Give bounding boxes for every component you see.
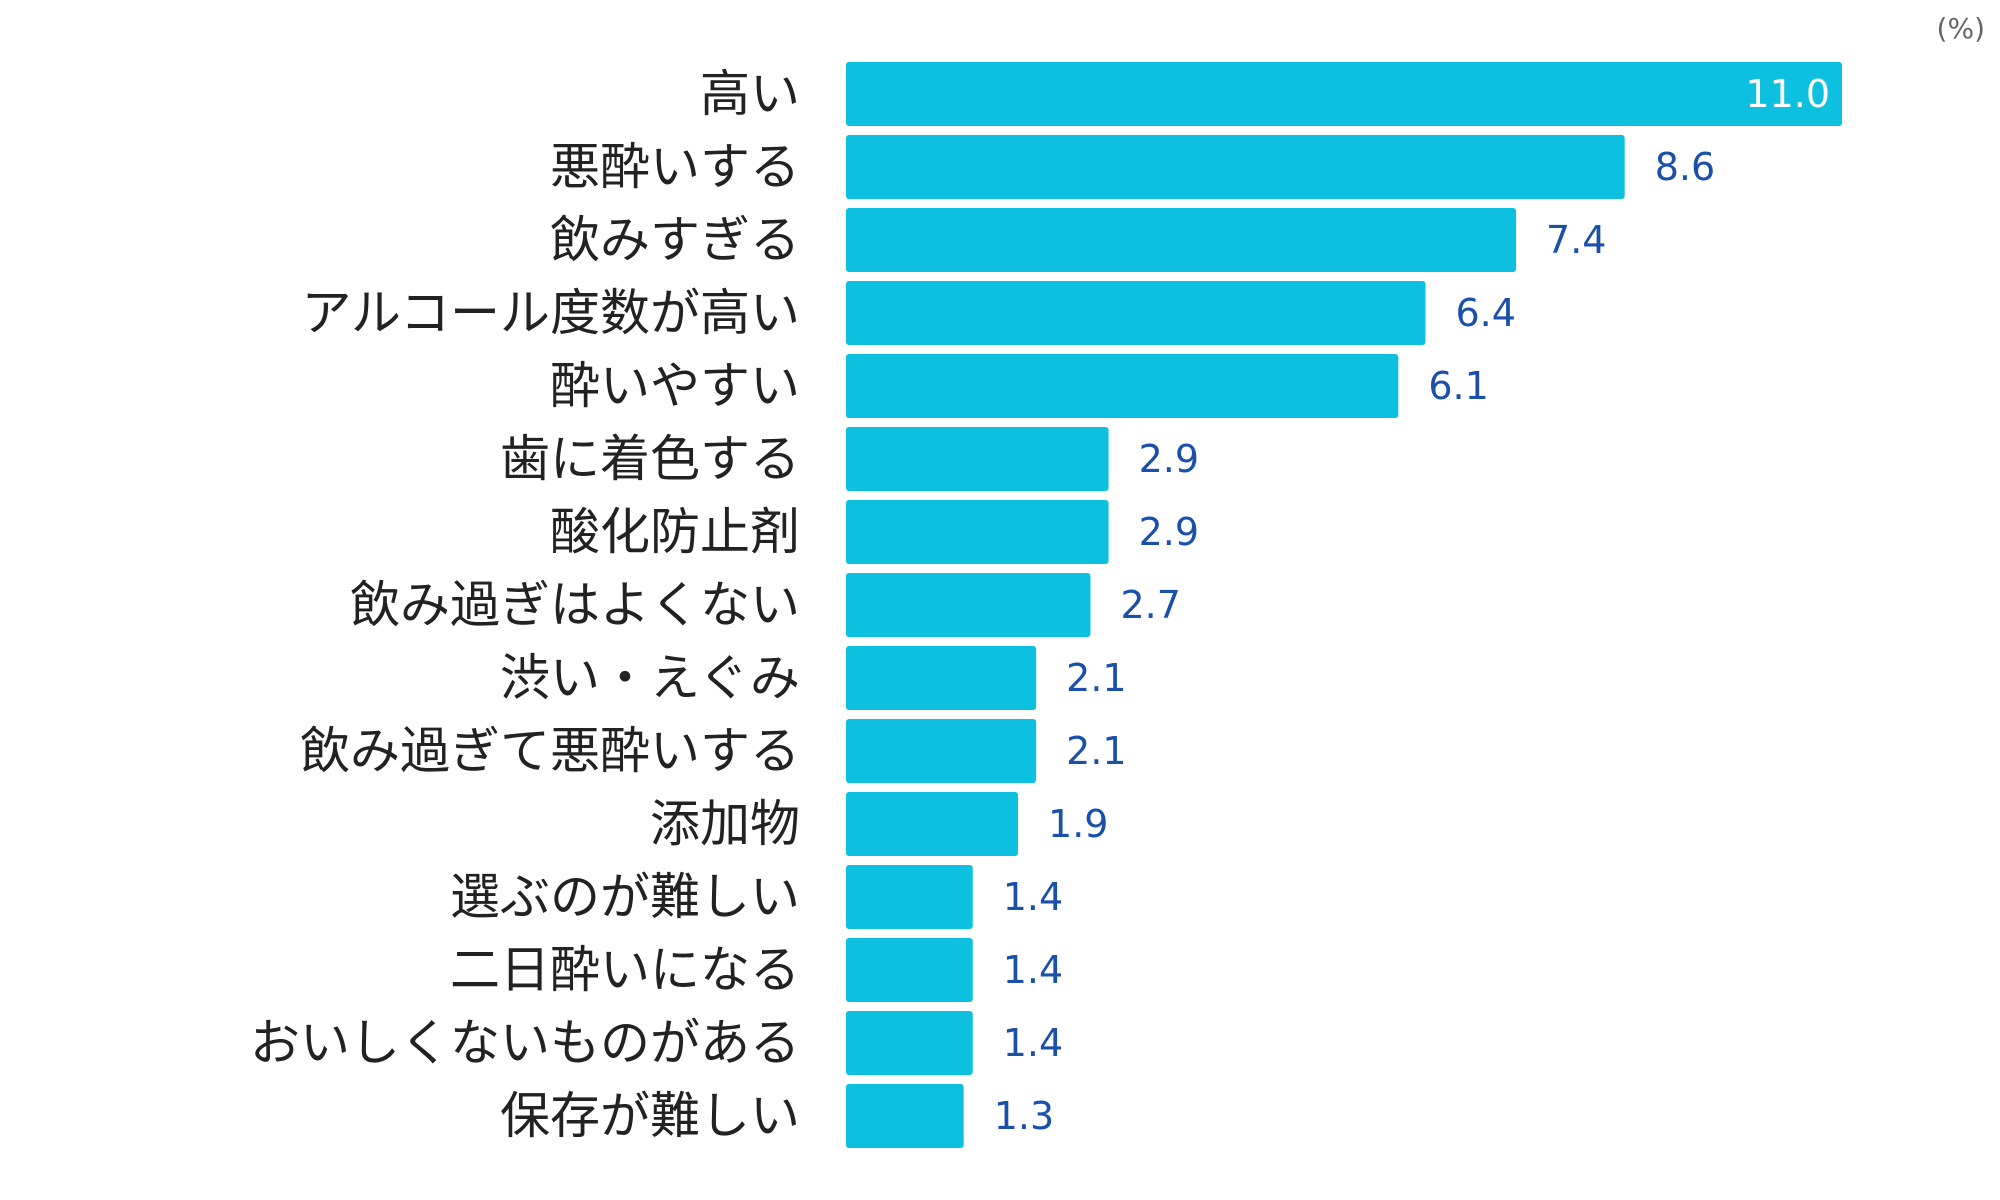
category-labels: 高い悪酔いする飲みすぎるアルコール度数が高い酔いやすい歯に着色する酸化防止剤飲み… [250, 65, 800, 1145]
value-label: 2.9 [1139, 437, 1199, 481]
value-label: 2.7 [1120, 583, 1180, 627]
category-label: 飲みすぎる [550, 211, 800, 269]
bars-layer [846, 62, 1842, 1148]
value-label: 2.1 [1066, 656, 1126, 700]
category-label: 高い [700, 65, 800, 123]
bar [846, 646, 1037, 710]
bar [846, 865, 973, 929]
bar [846, 1084, 964, 1148]
bar [846, 938, 973, 1002]
category-label: 歯に着色する [500, 430, 800, 488]
category-label: 酸化防止剤 [550, 503, 800, 561]
value-labels: 11.0 8.6 7.4 6.4 6.1 2.9 2.9 2.7 2.1 2.1 1.9 1.4 1.4… [994, 72, 1830, 1138]
category-label: 飲み過ぎはよくない [350, 576, 800, 634]
category-label: 酔いやすい [550, 357, 800, 415]
value-label: 6.1 [1428, 364, 1488, 408]
value-label: 1.9 [1048, 802, 1108, 846]
category-label: 添加物 [650, 795, 800, 853]
category-label: 二日酔いになる [450, 941, 800, 999]
bar [846, 719, 1037, 783]
bar [846, 1011, 973, 1075]
category-label: 保存が難しい [500, 1087, 800, 1145]
category-label: おいしくないものがある [250, 1014, 800, 1072]
category-label: 飲み過ぎて悪酔いする [300, 722, 800, 780]
category-label: アルコール度数が高い [302, 284, 801, 342]
value-label: 7.4 [1546, 218, 1606, 262]
value-label: 6.4 [1455, 291, 1515, 335]
bar [846, 792, 1019, 856]
value-label: 2.1 [1066, 729, 1126, 773]
value-label: 2.9 [1139, 510, 1199, 554]
unit-label: (%) [1937, 12, 1985, 45]
bar [846, 208, 1517, 272]
value-label: 1.4 [1003, 1021, 1063, 1065]
bar [846, 500, 1109, 564]
bar [846, 135, 1625, 199]
bar [846, 354, 1399, 418]
value-label: 8.6 [1655, 145, 1715, 189]
bar [846, 281, 1426, 345]
category-label: 渋い・えぐみ [500, 649, 800, 707]
bar [846, 427, 1109, 491]
value-label: 1.4 [1003, 948, 1063, 992]
value-label: 1.4 [1003, 875, 1063, 919]
bar [846, 573, 1091, 637]
bar [846, 62, 1842, 126]
category-label: 選ぶのが難しい [450, 868, 800, 926]
value-label: 11.0 [1745, 72, 1830, 116]
value-label: 1.3 [994, 1094, 1054, 1138]
category-label: 悪酔いする [550, 138, 800, 196]
